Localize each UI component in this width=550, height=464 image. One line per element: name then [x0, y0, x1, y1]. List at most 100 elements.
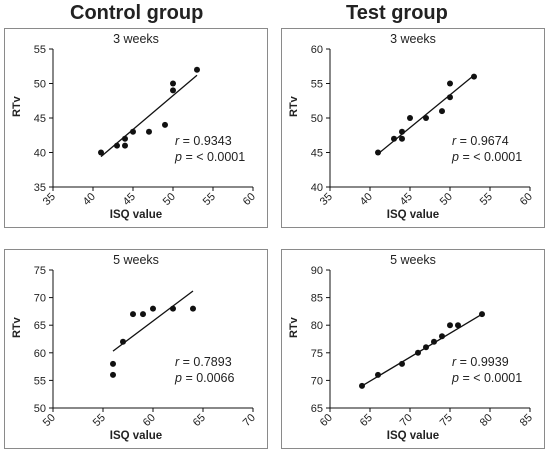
r-stat: r = 0.9939: [452, 354, 522, 370]
regression-line: [361, 313, 483, 387]
test-group-title: Test group: [346, 2, 448, 24]
x-tick-label: 55: [91, 412, 108, 429]
x-tick-label: 45: [121, 191, 138, 208]
y-tick-label: 60: [34, 348, 46, 360]
x-tick-label: 65: [191, 412, 208, 429]
data-point: [130, 311, 136, 318]
y-tick-label: 65: [34, 320, 46, 332]
data-point: [170, 305, 176, 312]
p-value: = < 0.0001: [185, 150, 246, 164]
data-point: [170, 87, 176, 94]
data-point: [407, 115, 413, 121]
p-stat: p = < 0.0001: [452, 370, 522, 386]
r-value: = 0.9343: [182, 134, 232, 148]
p-symbol: p: [452, 371, 459, 385]
regression-line: [112, 290, 194, 352]
x-tick-label: 70: [241, 412, 258, 429]
r-value: = 0.9674: [459, 134, 509, 148]
correlation-stats: r = 0.9674 p = < 0.0001: [452, 133, 522, 165]
y-tick-label: 75: [311, 348, 323, 360]
x-tick-label: 55: [201, 191, 218, 208]
data-point: [447, 80, 453, 87]
p-symbol: p: [452, 150, 459, 164]
data-point: [479, 311, 485, 318]
data-point: [194, 66, 200, 73]
r-symbol: r: [452, 355, 457, 369]
x-tick-label: 50: [161, 191, 178, 208]
data-point: [447, 94, 453, 101]
y-tick-label: 85: [311, 293, 323, 305]
correlation-stats: r = 0.7893 p = 0.0066: [175, 354, 234, 386]
p-stat: p = < 0.0001: [175, 149, 245, 165]
data-point: [431, 338, 437, 345]
correlation-stats: r = 0.9939 p = < 0.0001: [452, 354, 522, 386]
x-tick-label: 40: [358, 191, 375, 208]
p-stat: p = 0.0066: [175, 370, 234, 386]
panel-title: 5 weeks: [390, 253, 436, 267]
data-point: [391, 135, 397, 142]
r-value: = 0.7893: [182, 355, 232, 369]
data-point: [399, 360, 405, 367]
x-tick-label: 75: [438, 412, 455, 429]
data-point: [399, 135, 405, 142]
r-symbol: r: [175, 134, 180, 148]
data-point: [114, 142, 120, 149]
data-point: [110, 360, 116, 367]
x-axis-label: ISQ value: [109, 209, 163, 221]
data-point: [122, 135, 128, 142]
data-point: [423, 344, 429, 351]
p-symbol: p: [175, 150, 182, 164]
data-point: [110, 371, 116, 378]
y-tick-label: 80: [311, 320, 323, 332]
y-tick-label: 55: [34, 375, 46, 387]
y-tick-label: 45: [34, 113, 46, 125]
data-point: [439, 333, 445, 340]
control-group-title: Control group: [70, 2, 204, 24]
x-tick-label: 55: [478, 191, 495, 208]
data-point: [146, 128, 152, 135]
data-point: [471, 73, 477, 80]
data-point: [359, 382, 365, 389]
data-point: [399, 128, 405, 135]
x-tick-label: 60: [241, 191, 258, 208]
x-tick-label: 65: [358, 412, 375, 429]
chart-panel-test-5-weeks: 5 weeks RTv ISQ value 65 70 75 80 85 90 60 65 70…: [281, 249, 545, 449]
data-point: [130, 128, 136, 135]
x-tick-label: 45: [398, 191, 415, 208]
data-point: [375, 371, 381, 378]
x-tick-label: 85: [518, 412, 535, 429]
x-axis-label: ISQ value: [386, 209, 440, 221]
x-tick-label: 60: [518, 191, 535, 208]
data-point: [120, 338, 126, 345]
x-tick-label: 70: [398, 412, 415, 429]
panel-title: 3 weeks: [113, 32, 159, 46]
y-tick-label: 70: [311, 375, 323, 387]
data-point: [439, 108, 445, 115]
y-tick-label: 55: [311, 79, 323, 91]
chart-panel-control-3-weeks: 3 weeks RTv ISQ value 35 40 45 50 55 35 40 45 50…: [4, 28, 268, 228]
p-value: = < 0.0001: [462, 150, 523, 164]
data-point: [140, 311, 146, 318]
x-tick-label: 80: [478, 412, 495, 429]
y-tick-label: 40: [34, 148, 46, 160]
panel-title: 3 weeks: [390, 32, 436, 46]
p-stat: p = < 0.0001: [452, 149, 522, 165]
data-point: [415, 349, 421, 356]
data-point: [122, 142, 128, 149]
y-tick-label: 75: [34, 265, 46, 277]
y-tick-label: 45: [311, 148, 323, 160]
p-value: = 0.0066: [185, 371, 235, 385]
data-point: [190, 305, 196, 312]
chart-panel-test-3-weeks: 3 weeks RTv ISQ value 40 45 50 55 60 35 40 45 50…: [281, 28, 545, 228]
y-tick-label: 50: [311, 113, 323, 125]
p-value: = < 0.0001: [462, 371, 523, 385]
x-tick-label: 60: [141, 412, 158, 429]
data-point: [170, 80, 176, 87]
x-tick-label: 50: [438, 191, 455, 208]
y-tick-label: 55: [34, 44, 46, 56]
r-symbol: r: [452, 134, 457, 148]
